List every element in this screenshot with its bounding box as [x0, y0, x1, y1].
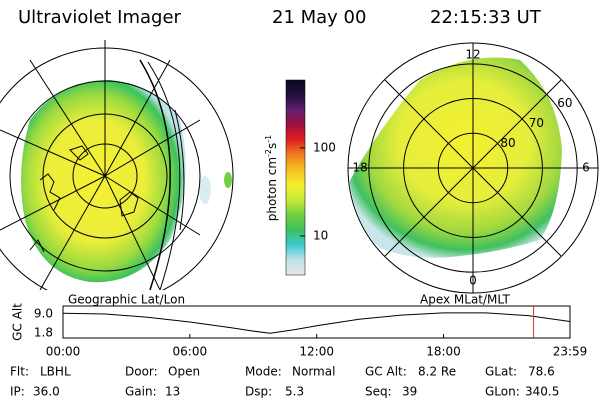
- status-value: LBHL: [40, 365, 71, 379]
- status-label: Mode:: [245, 365, 282, 379]
- status-value: 5.3: [285, 385, 304, 399]
- x-tick-label: 23:59: [553, 345, 588, 359]
- status-label: Door:: [125, 365, 158, 379]
- x-tick-label: 06:00: [173, 345, 208, 359]
- status-label: Flt:: [10, 365, 29, 379]
- lat-ring-label: 70: [529, 116, 544, 130]
- status-value: 39: [402, 385, 417, 399]
- status-label: Dsp:: [245, 385, 272, 399]
- status-value: 340.5: [525, 385, 559, 399]
- status-label: Seq:: [365, 385, 392, 399]
- status-value: Normal: [292, 365, 335, 379]
- geographic-image: [0, 40, 234, 290]
- status-value: Open: [168, 365, 200, 379]
- x-tick-label: 12:00: [299, 345, 334, 359]
- status-label: GLat:: [485, 365, 517, 379]
- label-part: s: [265, 143, 279, 149]
- status-label: IP:: [10, 385, 25, 399]
- y-tick-label: 9.0: [34, 307, 53, 321]
- colorbar-tick-label: 100: [313, 140, 336, 154]
- lat-ring-label: 60: [557, 96, 572, 110]
- mlt-label: 12: [465, 48, 480, 62]
- mlt-label: 6: [582, 161, 590, 175]
- label-sup: -2: [264, 149, 273, 157]
- title: Ultraviolet Imager: [18, 7, 182, 28]
- status-value: 8.2 Re: [418, 365, 456, 379]
- polar-image: [347, 42, 599, 294]
- status-label: Gain:: [125, 385, 157, 399]
- lat-ring: [368, 63, 578, 273]
- lat-ring: [403, 98, 543, 238]
- mlt-label: 18: [352, 161, 367, 175]
- colorbar-label: photon cm-2s-1: [264, 135, 279, 222]
- colorbar-tick-label: 10: [313, 228, 328, 242]
- y-tick-label: 1.8: [34, 326, 53, 340]
- altitude-line: [62, 312, 571, 334]
- apex-label: Apex MLat/MLT: [420, 293, 510, 307]
- geographic-label: Geographic Lat/Lon: [68, 293, 185, 307]
- status-value: 36.0: [33, 385, 60, 399]
- label-part: photon cm: [265, 157, 279, 221]
- status-value: 78.6: [528, 365, 555, 379]
- colorbar: photon cm-2s-1: [264, 79, 306, 276]
- lat-ring: [437, 132, 509, 204]
- time: 22:15:33 UT: [430, 7, 542, 28]
- altitude-frame: [62, 305, 571, 339]
- x-tick-label: 00:00: [46, 345, 81, 359]
- lat-ring-label: 80: [500, 136, 515, 150]
- x-tick-label: 18:00: [426, 345, 461, 359]
- status-label: GLon:: [485, 385, 520, 399]
- status-value: 13: [165, 385, 180, 399]
- mlt-label: 0: [469, 274, 477, 288]
- altitude-label: GC Alt: [11, 303, 25, 341]
- colorbar-scale: [285, 79, 306, 276]
- date: 21 May 00: [272, 7, 366, 28]
- label-sup: -1: [264, 135, 273, 143]
- status-label: GC Alt:: [365, 365, 407, 379]
